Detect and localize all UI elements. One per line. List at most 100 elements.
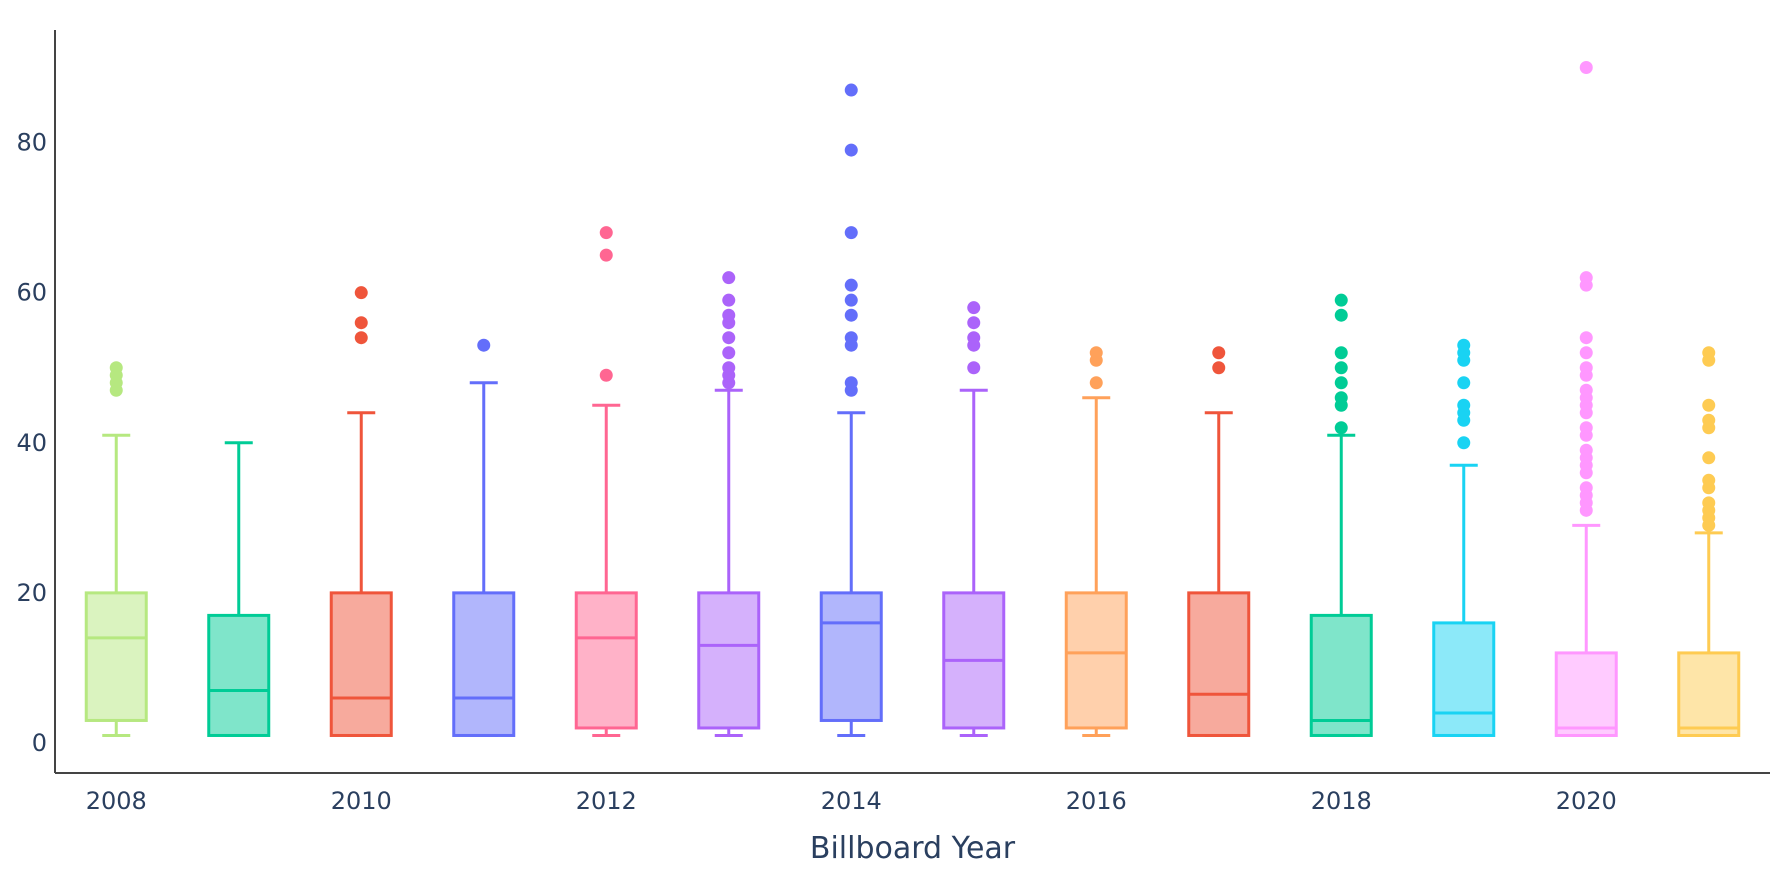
iqr-box [819, 591, 883, 722]
iqr-box [1554, 651, 1618, 737]
outlier-point [722, 271, 736, 285]
outlier-point [1334, 421, 1348, 435]
y-tick-label: 20 [16, 579, 47, 607]
outlier-point [722, 346, 736, 360]
outlier-point [844, 278, 858, 292]
outlier-point [1579, 61, 1593, 75]
box-2018 [1309, 293, 1373, 737]
outlier-point [722, 331, 736, 345]
outlier-point [1702, 451, 1716, 465]
outlier-point [1089, 376, 1103, 390]
outlier-point [967, 331, 981, 345]
x-tick-label: 2018 [1311, 787, 1372, 815]
outlier-point [1579, 361, 1593, 375]
x-tick-label: 2012 [576, 787, 637, 815]
outlier-point [599, 226, 613, 240]
outlier-point [354, 286, 368, 300]
outlier-point [844, 83, 858, 97]
outlier-point [1579, 271, 1593, 285]
box-2010 [329, 286, 393, 737]
iqr-box [574, 591, 638, 730]
y-tick-label: 0 [32, 729, 47, 757]
iqr-box [1309, 613, 1373, 737]
y-axis-ticks: 0 20 40 60 80 [16, 129, 47, 757]
box-2013 [697, 271, 761, 737]
outlier-point [967, 361, 981, 375]
x-axis-ticks: 2008 2010 2012 2014 2016 2018 2020 [86, 787, 1617, 815]
iqr-box [1187, 591, 1251, 737]
x-tick-label: 2020 [1556, 787, 1617, 815]
outlier-point [354, 316, 368, 330]
outlier-point [477, 338, 491, 352]
outlier-point [1579, 421, 1593, 435]
outlier-point [1334, 376, 1348, 390]
outlier-point [1457, 398, 1471, 412]
iqr-box [84, 591, 148, 722]
outlier-point [1334, 391, 1348, 405]
box-2019 [1432, 338, 1496, 737]
outlier-point [1212, 346, 1226, 360]
y-tick-label: 40 [16, 429, 47, 457]
iqr-box [1432, 621, 1496, 737]
box-2021 [1677, 346, 1741, 737]
outlier-point [1334, 361, 1348, 375]
x-tick-label: 2016 [1066, 787, 1127, 815]
iqr-box [1064, 591, 1128, 730]
outlier-point [1702, 413, 1716, 427]
outlier-point [844, 331, 858, 345]
outlier-point [844, 226, 858, 240]
y-tick-label: 60 [16, 279, 47, 307]
outlier-point [1702, 398, 1716, 412]
outlier-point [599, 248, 613, 262]
outlier-point [1702, 346, 1716, 360]
outlier-point [1212, 361, 1226, 375]
outlier-point [1334, 346, 1348, 360]
x-tick-label: 2010 [331, 787, 392, 815]
outlier-point [1579, 481, 1593, 495]
box-2016 [1064, 346, 1128, 737]
outlier-point [1702, 496, 1716, 510]
outlier-point [1579, 331, 1593, 345]
outlier-point [722, 361, 736, 375]
outlier-point [1457, 338, 1471, 352]
outlier-point [1457, 376, 1471, 390]
outlier-point [599, 368, 613, 382]
outlier-point [1579, 383, 1593, 397]
outlier-point [967, 301, 981, 315]
outlier-point [844, 143, 858, 157]
outlier-point [722, 293, 736, 307]
outlier-point [1579, 346, 1593, 360]
outlier-point [1334, 308, 1348, 322]
outlier-point [1089, 346, 1103, 360]
box-2020 [1554, 61, 1618, 737]
iqr-box [329, 591, 393, 737]
iqr-box [697, 591, 761, 730]
outlier-point [844, 308, 858, 322]
iqr-box [1677, 651, 1741, 737]
outlier-point [1579, 443, 1593, 457]
iqr-box [207, 613, 271, 737]
iqr-box [452, 591, 516, 737]
box-2015 [942, 301, 1006, 737]
box-series-group [84, 61, 1741, 737]
box-2012 [574, 226, 638, 737]
outlier-point [109, 361, 123, 375]
box-2017 [1187, 346, 1251, 737]
y-tick-label: 80 [16, 129, 47, 157]
outlier-point [722, 308, 736, 322]
x-tick-label: 2008 [86, 787, 147, 815]
x-axis-title: Billboard Year [810, 831, 1016, 866]
outlier-point [1702, 473, 1716, 487]
box-2011 [452, 338, 516, 737]
outlier-point [844, 376, 858, 390]
outlier-point [1334, 293, 1348, 307]
x-tick-label: 2014 [821, 787, 882, 815]
box-2014 [819, 83, 883, 737]
outlier-point [844, 293, 858, 307]
outlier-point [1457, 436, 1471, 450]
outlier-point [354, 331, 368, 345]
outlier-point [967, 316, 981, 330]
box-2009 [207, 441, 271, 737]
